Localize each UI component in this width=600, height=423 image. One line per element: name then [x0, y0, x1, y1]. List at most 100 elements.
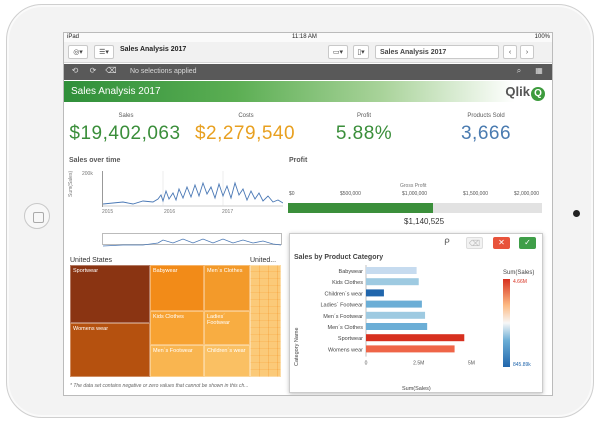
sheet-selector[interactable]: Sales Analysis 2017	[375, 45, 499, 59]
search-icon[interactable]: ⌕	[516, 66, 522, 75]
sheet-title-banner: Sales Analysis 2017	[71, 86, 161, 97]
sales-over-time-title: Sales over time	[69, 157, 121, 164]
close-icon: ✕	[498, 238, 505, 247]
chevron-left-icon: ‹	[508, 48, 512, 56]
category-label[interactable]: Men´s Footwear	[323, 314, 363, 320]
treemap-title: United States	[70, 257, 113, 264]
treemap-cell-mens-clothes[interactable]: Men´s Clothes	[204, 265, 250, 311]
profit-scale-1: $500,000	[340, 191, 361, 197]
treemap-cell-childrens-wear[interactable]: Children´s wear	[204, 345, 250, 377]
status-bar: iPad 11:18 AM 100%	[64, 33, 552, 42]
clear-selections-icon[interactable]: ⌫	[105, 66, 117, 75]
bookmark-icon: ▭▾	[332, 49, 344, 56]
treemap-cell-kids-clothes[interactable]: Kids Clothes	[150, 311, 204, 345]
product-x-axis-label: Sum(Sales)	[402, 386, 431, 392]
treemap-cell-babywear[interactable]: Babywear	[150, 265, 204, 311]
sales-line-svg	[102, 171, 284, 207]
kpi-products-value[interactable]: 3,666	[460, 123, 512, 144]
category-bar[interactable]	[366, 311, 426, 319]
cancel-selection-button[interactable]: ✕	[493, 237, 510, 249]
next-sheet-button[interactable]: ›	[520, 45, 534, 59]
legend-min: 845.89k	[513, 362, 531, 368]
profit-scale-0: $0	[289, 191, 295, 197]
legend-gradient	[503, 279, 510, 367]
treemap-cell-mens-footwear[interactable]: Men´s Footwear	[150, 345, 204, 377]
confirm-selection-button[interactable]: ✓	[519, 237, 536, 249]
gross-profit-label: Gross Profit	[400, 183, 427, 189]
profit-scale-2: $1,000,000	[402, 191, 428, 197]
qlik-logo: Qlik Q	[505, 84, 545, 101]
camera-icon	[573, 210, 580, 217]
global-menu-button[interactable]: ☰▾	[94, 45, 114, 59]
kpi-costs-label: Costs	[238, 113, 254, 119]
profit-bar-fill	[288, 203, 433, 213]
previous-sheet-button[interactable]: ‹	[503, 45, 517, 59]
category-bar[interactable]	[366, 289, 384, 297]
category-bar[interactable]	[366, 300, 422, 308]
profit-title: Profit	[289, 157, 308, 164]
category-label[interactable]: Men´s Clothes	[328, 325, 364, 331]
category-label[interactable]: Sportwear	[338, 336, 363, 342]
navigation-menu-button[interactable]: ◎▾	[68, 45, 88, 59]
sheet-title: Sales Analysis 2017	[380, 48, 447, 56]
kpi-sales-value[interactable]: $19,402,063	[69, 123, 181, 144]
category-bar[interactable]	[366, 345, 455, 353]
category-bar[interactable]	[366, 323, 428, 330]
kpi-products-label: Products Sold	[467, 113, 505, 119]
treemap-cell-sportwear[interactable]: Sportwear	[70, 265, 150, 323]
x-tick-2017: 2017	[222, 209, 234, 215]
x-tick-2016: 2016	[164, 209, 176, 215]
time-range-scroller[interactable]	[102, 233, 282, 247]
legend-title: Sum(Sales)	[503, 270, 535, 276]
category-label[interactable]: Children´s wear	[324, 291, 363, 297]
story-icon: ▯▾	[357, 49, 365, 56]
insights-button[interactable]: ▭▾	[328, 45, 348, 59]
list-icon: ☰▾	[99, 49, 109, 56]
clear-selection-button[interactable]: ⌫	[466, 237, 483, 249]
profit-bar-value: $1,140,525	[404, 217, 445, 226]
x-tick-label: 0	[365, 361, 368, 367]
kpi-costs-value[interactable]: $2,279,540	[194, 123, 296, 144]
legend-max: 4.66M	[513, 279, 527, 285]
eraser-icon: ⌫	[468, 239, 481, 248]
selections-bar: ⟲ ⟳ ⌫ No selections applied ⌕ ▦	[64, 64, 552, 80]
checkmark-icon: ✓	[524, 238, 531, 247]
treemap-footnote: * The data set contains negative or zero…	[70, 383, 249, 389]
category-label[interactable]: Womens wear	[328, 347, 363, 353]
treemap-cell-womens-wear[interactable]: Womens wear	[70, 323, 150, 377]
sales-line-chart[interactable]	[102, 171, 284, 207]
product-bar-chart[interactable]: Babywear Kids Clothes Children´s wear Ladie…	[290, 234, 544, 394]
profit-scale-4: $2,000,000	[514, 191, 540, 197]
sheet-header: Sales Analysis 2017 Qlik Q	[64, 81, 552, 102]
category-bar[interactable]	[366, 267, 417, 274]
treemap[interactable]: Sportwear Womens wear Babywear Men´s Clo…	[70, 265, 281, 377]
treemap-cell-ladies-footwear[interactable]: Ladies´ Footwear	[204, 311, 250, 345]
category-bar[interactable]	[366, 334, 465, 342]
lasso-icon[interactable]: ᑭ	[444, 237, 450, 247]
kpi-profit-label: Profit	[356, 113, 371, 119]
category-label[interactable]: Kids Clothes	[332, 280, 363, 286]
sales-y-tick: 200k	[82, 171, 93, 177]
kpi-profit-value[interactable]: 5.88%	[335, 123, 393, 144]
device-label: iPad	[67, 34, 80, 40]
logo-text: Qlik	[505, 84, 530, 99]
x-tick-label: 5M	[468, 361, 475, 367]
selections-tool-icon[interactable]: ▦	[535, 66, 543, 75]
mini-line-svg	[102, 238, 282, 247]
treemap-small-cells[interactable]	[250, 265, 281, 377]
app-title[interactable]: Sales Analysis 2017	[120, 46, 187, 53]
home-button[interactable]	[24, 203, 50, 229]
back-step-icon[interactable]: ⟲	[71, 66, 79, 75]
kpi-sales-label: Sales	[118, 113, 134, 119]
story-button[interactable]: ▯▾	[353, 45, 369, 59]
profit-scale-3: $1,500,000	[463, 191, 489, 197]
qlik-q-icon: Q	[531, 87, 545, 101]
category-label[interactable]: Babywear	[339, 269, 364, 275]
forward-step-icon[interactable]: ⟳	[89, 66, 97, 75]
chevron-right-icon: ›	[525, 48, 529, 56]
category-label[interactable]: Ladies´ Footwear	[321, 303, 364, 309]
app-toolbar: ◎▾ ☰▾ Sales Analysis 2017 ▭▾ ▯▾ Sales An…	[64, 42, 552, 63]
category-bar[interactable]	[366, 278, 419, 286]
battery-level: 100%	[534, 34, 550, 40]
sales-y-axis-label: Sum(Sales)	[68, 170, 74, 197]
